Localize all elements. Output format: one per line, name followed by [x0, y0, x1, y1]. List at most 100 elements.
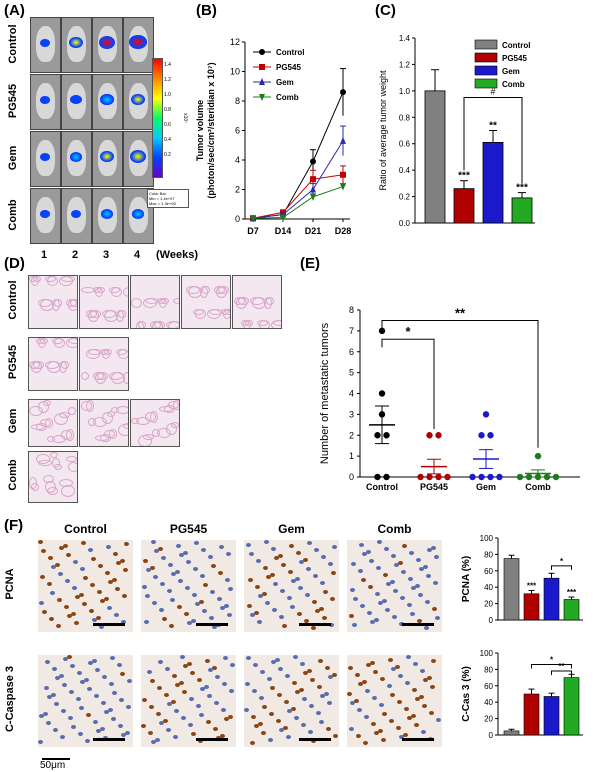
- panel-d-he-lungs: Control PG545 Gem Comb: [0, 270, 300, 520]
- nucleus: [82, 602, 87, 606]
- nucleus: [166, 728, 171, 732]
- nucleus: [71, 725, 76, 729]
- color-scale-tick: 1.4: [164, 62, 171, 68]
- data-point: [426, 432, 433, 439]
- nucleus: [104, 597, 109, 601]
- tumor-signal: [101, 209, 113, 219]
- legend-label: Gem: [502, 67, 520, 76]
- nucleus: [247, 604, 252, 608]
- data-point: [516, 473, 524, 481]
- alveolus: [47, 276, 58, 286]
- alveolus: [88, 418, 96, 426]
- nucleus: [288, 570, 293, 574]
- series-line-pg545: [252, 174, 344, 219]
- nucleus: [170, 598, 175, 602]
- week-label: 1: [41, 249, 48, 261]
- x-tick-label: Comb: [525, 482, 551, 492]
- scale-bar: [196, 623, 228, 626]
- nucleus: [376, 566, 381, 570]
- significance-bracket: [551, 670, 572, 676]
- nucleus: [167, 702, 172, 706]
- y-tick-label: 100: [480, 534, 494, 543]
- alveolus: [40, 338, 48, 344]
- nucleus: [59, 674, 64, 678]
- alveolus: [102, 412, 113, 424]
- tumor-signal: [130, 93, 146, 106]
- nucleus: [271, 547, 276, 551]
- nucleus: [95, 668, 100, 672]
- alveolus: [111, 372, 125, 384]
- nucleus: [260, 670, 265, 674]
- he-image: [232, 275, 282, 329]
- nucleus: [49, 617, 54, 621]
- bracket-label: *: [405, 324, 411, 339]
- alveolus: [38, 401, 49, 413]
- data-point: [378, 390, 386, 397]
- alveolus: [66, 456, 77, 462]
- nucleus: [191, 619, 196, 623]
- y-tick-label: 0: [489, 731, 494, 740]
- legend-label: PG545: [502, 54, 527, 63]
- nucleus: [307, 541, 312, 545]
- y-tick-label: 40: [484, 698, 493, 707]
- nucleus: [387, 684, 392, 688]
- nucleus: [405, 681, 410, 685]
- y-tick-label: 8: [235, 96, 240, 106]
- mouse-image: [30, 188, 61, 244]
- nucleus: [213, 727, 218, 731]
- nucleus: [368, 585, 373, 589]
- nucleus: [418, 593, 423, 597]
- nucleus: [291, 579, 296, 583]
- nucleus: [40, 575, 45, 579]
- nucleus: [311, 626, 316, 630]
- nucleus: [366, 550, 371, 554]
- nucleus: [374, 618, 379, 622]
- nucleus: [176, 544, 181, 548]
- nucleus: [38, 740, 43, 744]
- y-axis-label: Number of metastatic tumors: [319, 322, 331, 464]
- row-label-control: Control: [7, 280, 19, 320]
- data-point: [340, 136, 346, 144]
- mouse-image: [92, 188, 123, 244]
- nucleus: [309, 704, 314, 708]
- nucleus: [281, 563, 286, 567]
- nucleus: [43, 712, 48, 716]
- nucleus: [97, 590, 102, 594]
- alveolus: [81, 372, 89, 380]
- bracket-label: *: [560, 557, 564, 566]
- nucleus: [68, 716, 73, 720]
- alveolus: [81, 401, 92, 411]
- data-point: [310, 158, 316, 165]
- data-point: [374, 432, 381, 439]
- nucleus: [427, 676, 432, 680]
- nucleus: [200, 687, 205, 691]
- nucleus: [149, 705, 154, 709]
- mouse-image: [61, 17, 92, 73]
- nucleus: [299, 688, 304, 692]
- alveolus: [95, 435, 109, 441]
- data-point: [496, 473, 503, 481]
- he-image: [79, 399, 129, 447]
- nucleus: [436, 718, 441, 722]
- nucleus: [379, 703, 384, 707]
- y-tick-label: 6: [349, 347, 354, 357]
- tumor-signal: [98, 35, 116, 50]
- nucleus: [89, 609, 94, 613]
- y-tick-label: 4: [349, 389, 354, 399]
- data-point: [478, 432, 485, 439]
- nucleus: [269, 712, 274, 716]
- bar-pg545: [453, 188, 475, 224]
- mouse-image: [92, 131, 123, 187]
- bar-gem: [482, 141, 504, 224]
- nucleus: [433, 581, 438, 585]
- nucleus: [366, 663, 371, 667]
- alveolus: [152, 429, 160, 437]
- color-scale-tick: 1.0: [164, 92, 171, 98]
- legend-label: Comb: [276, 93, 299, 102]
- nucleus: [400, 596, 405, 600]
- nucleus: [85, 739, 90, 743]
- nucleus: [385, 608, 390, 612]
- nucleus: [404, 707, 409, 711]
- data-point: [310, 185, 316, 193]
- data-point: [310, 193, 316, 201]
